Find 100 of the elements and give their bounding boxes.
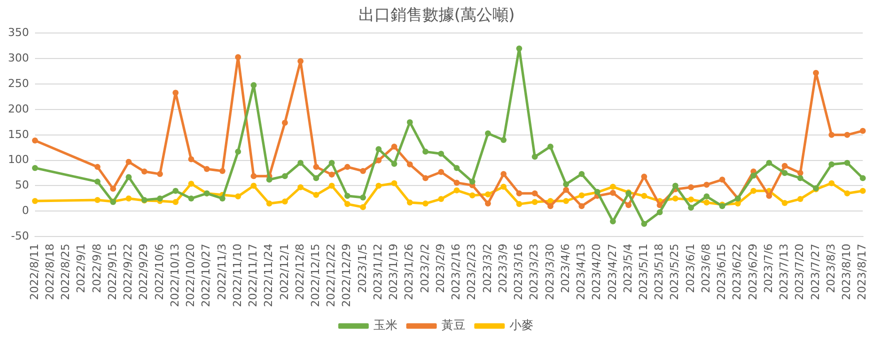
point: [328, 182, 335, 189]
point: [360, 168, 366, 174]
x-tick-label: 2023/4/27: [606, 244, 619, 300]
x-tick-label: 2023/3/2: [480, 244, 494, 294]
point: [719, 176, 726, 183]
y-tick-label: -50: [11, 229, 29, 242]
point: [812, 70, 819, 76]
point: [641, 220, 648, 227]
x-tick-label: 2022/11/17: [246, 244, 260, 308]
x-tick-label: 2022/8/11: [28, 244, 41, 300]
point: [469, 192, 476, 198]
point: [438, 196, 444, 202]
x-tick-label: 2022/12/8: [293, 244, 306, 300]
x-tick-label: 2022/10/20: [184, 244, 198, 308]
x-tick-label: 2023/2/2: [418, 244, 432, 294]
x-tick-label: 2023/4/6: [558, 244, 572, 294]
x-tick-label: 2023/1/5: [356, 244, 369, 294]
point: [266, 200, 272, 207]
x-tick-label: 2023/2/16: [450, 244, 463, 300]
y-tick-label: 350: [8, 26, 29, 40]
x-tick-label: 2022/11/10: [230, 244, 244, 308]
x-tick-label: 2022/9/8: [90, 244, 104, 294]
x-tick-label: 2022/9/1: [74, 244, 88, 294]
point: [484, 200, 491, 207]
point: [235, 193, 242, 200]
point: [532, 199, 538, 206]
x-tick-label: 2022/8/25: [59, 244, 72, 300]
point: [406, 200, 413, 206]
x-tick-label: 2023/7/13: [778, 244, 791, 300]
point: [672, 195, 678, 202]
point: [766, 192, 772, 199]
x-tick-label: 2022/9/15: [106, 244, 119, 300]
point: [782, 200, 788, 206]
point: [188, 195, 194, 202]
point: [328, 172, 335, 178]
y-tick-label: 100: [8, 153, 29, 166]
legend-label: 小麥: [510, 318, 534, 332]
y-tick-label: 250: [8, 76, 29, 90]
x-tick-label: 2023/2/23: [465, 244, 478, 300]
point: [500, 184, 507, 190]
point: [532, 190, 538, 196]
point: [376, 157, 382, 164]
point: [188, 180, 194, 187]
point: [298, 160, 304, 166]
x-tick-label: 2022/11/3: [215, 244, 228, 300]
legend-label: 黃豆: [442, 318, 466, 332]
point: [578, 171, 585, 178]
x-tick-label: 2022/11/24: [262, 244, 276, 308]
x-tick-label: 2023/3/23: [528, 244, 541, 300]
x-tick-label: 2022/9/22: [122, 244, 135, 300]
point: [235, 148, 242, 155]
point: [422, 200, 428, 207]
point: [641, 192, 648, 199]
point: [422, 175, 428, 182]
x-tick-label: 2023/8/17: [856, 244, 869, 300]
point: [688, 184, 694, 190]
point: [484, 130, 491, 136]
x-tick-label: 2023/5/11: [636, 244, 650, 300]
point: [516, 45, 522, 52]
point: [110, 186, 116, 192]
point: [828, 161, 835, 168]
point: [797, 196, 804, 202]
point: [298, 58, 304, 64]
point: [547, 203, 554, 210]
x-tick-label: 2023/7/27: [808, 244, 822, 300]
x-tick-label: 2023/6/29: [746, 244, 760, 300]
point: [828, 132, 835, 138]
point: [422, 148, 428, 155]
y-tick-label: 200: [8, 102, 29, 116]
point: [32, 164, 38, 171]
point: [344, 201, 350, 208]
point: [32, 198, 38, 204]
point: [250, 182, 257, 189]
point: [766, 160, 772, 166]
y-tick-label: 150: [8, 128, 29, 141]
point: [844, 160, 850, 166]
point: [391, 180, 398, 186]
point: [406, 161, 413, 168]
point: [688, 196, 694, 202]
x-tick-label: 2022/8/18: [43, 244, 56, 300]
x-tick-label: 2023/1/26: [402, 244, 416, 300]
point: [391, 144, 398, 150]
point: [860, 128, 866, 134]
x-tick-label: 2023/6/1: [684, 244, 697, 294]
point: [578, 203, 585, 210]
point: [454, 180, 460, 186]
point: [188, 156, 194, 162]
x-tick-label: 2022/10/13: [168, 244, 182, 308]
x-tick-label: 2022/12/1: [278, 244, 291, 300]
x-tick-label: 2023/5/25: [668, 244, 682, 300]
point: [782, 170, 788, 176]
point: [298, 184, 304, 190]
y-tick-label: 50: [14, 178, 29, 192]
point: [547, 144, 554, 150]
point: [578, 192, 585, 198]
point: [32, 137, 38, 144]
point: [141, 168, 148, 175]
x-tick-label: 2023/4/20: [590, 244, 604, 300]
x-tick-label: 2023/3/30: [543, 244, 556, 300]
point: [656, 202, 663, 208]
